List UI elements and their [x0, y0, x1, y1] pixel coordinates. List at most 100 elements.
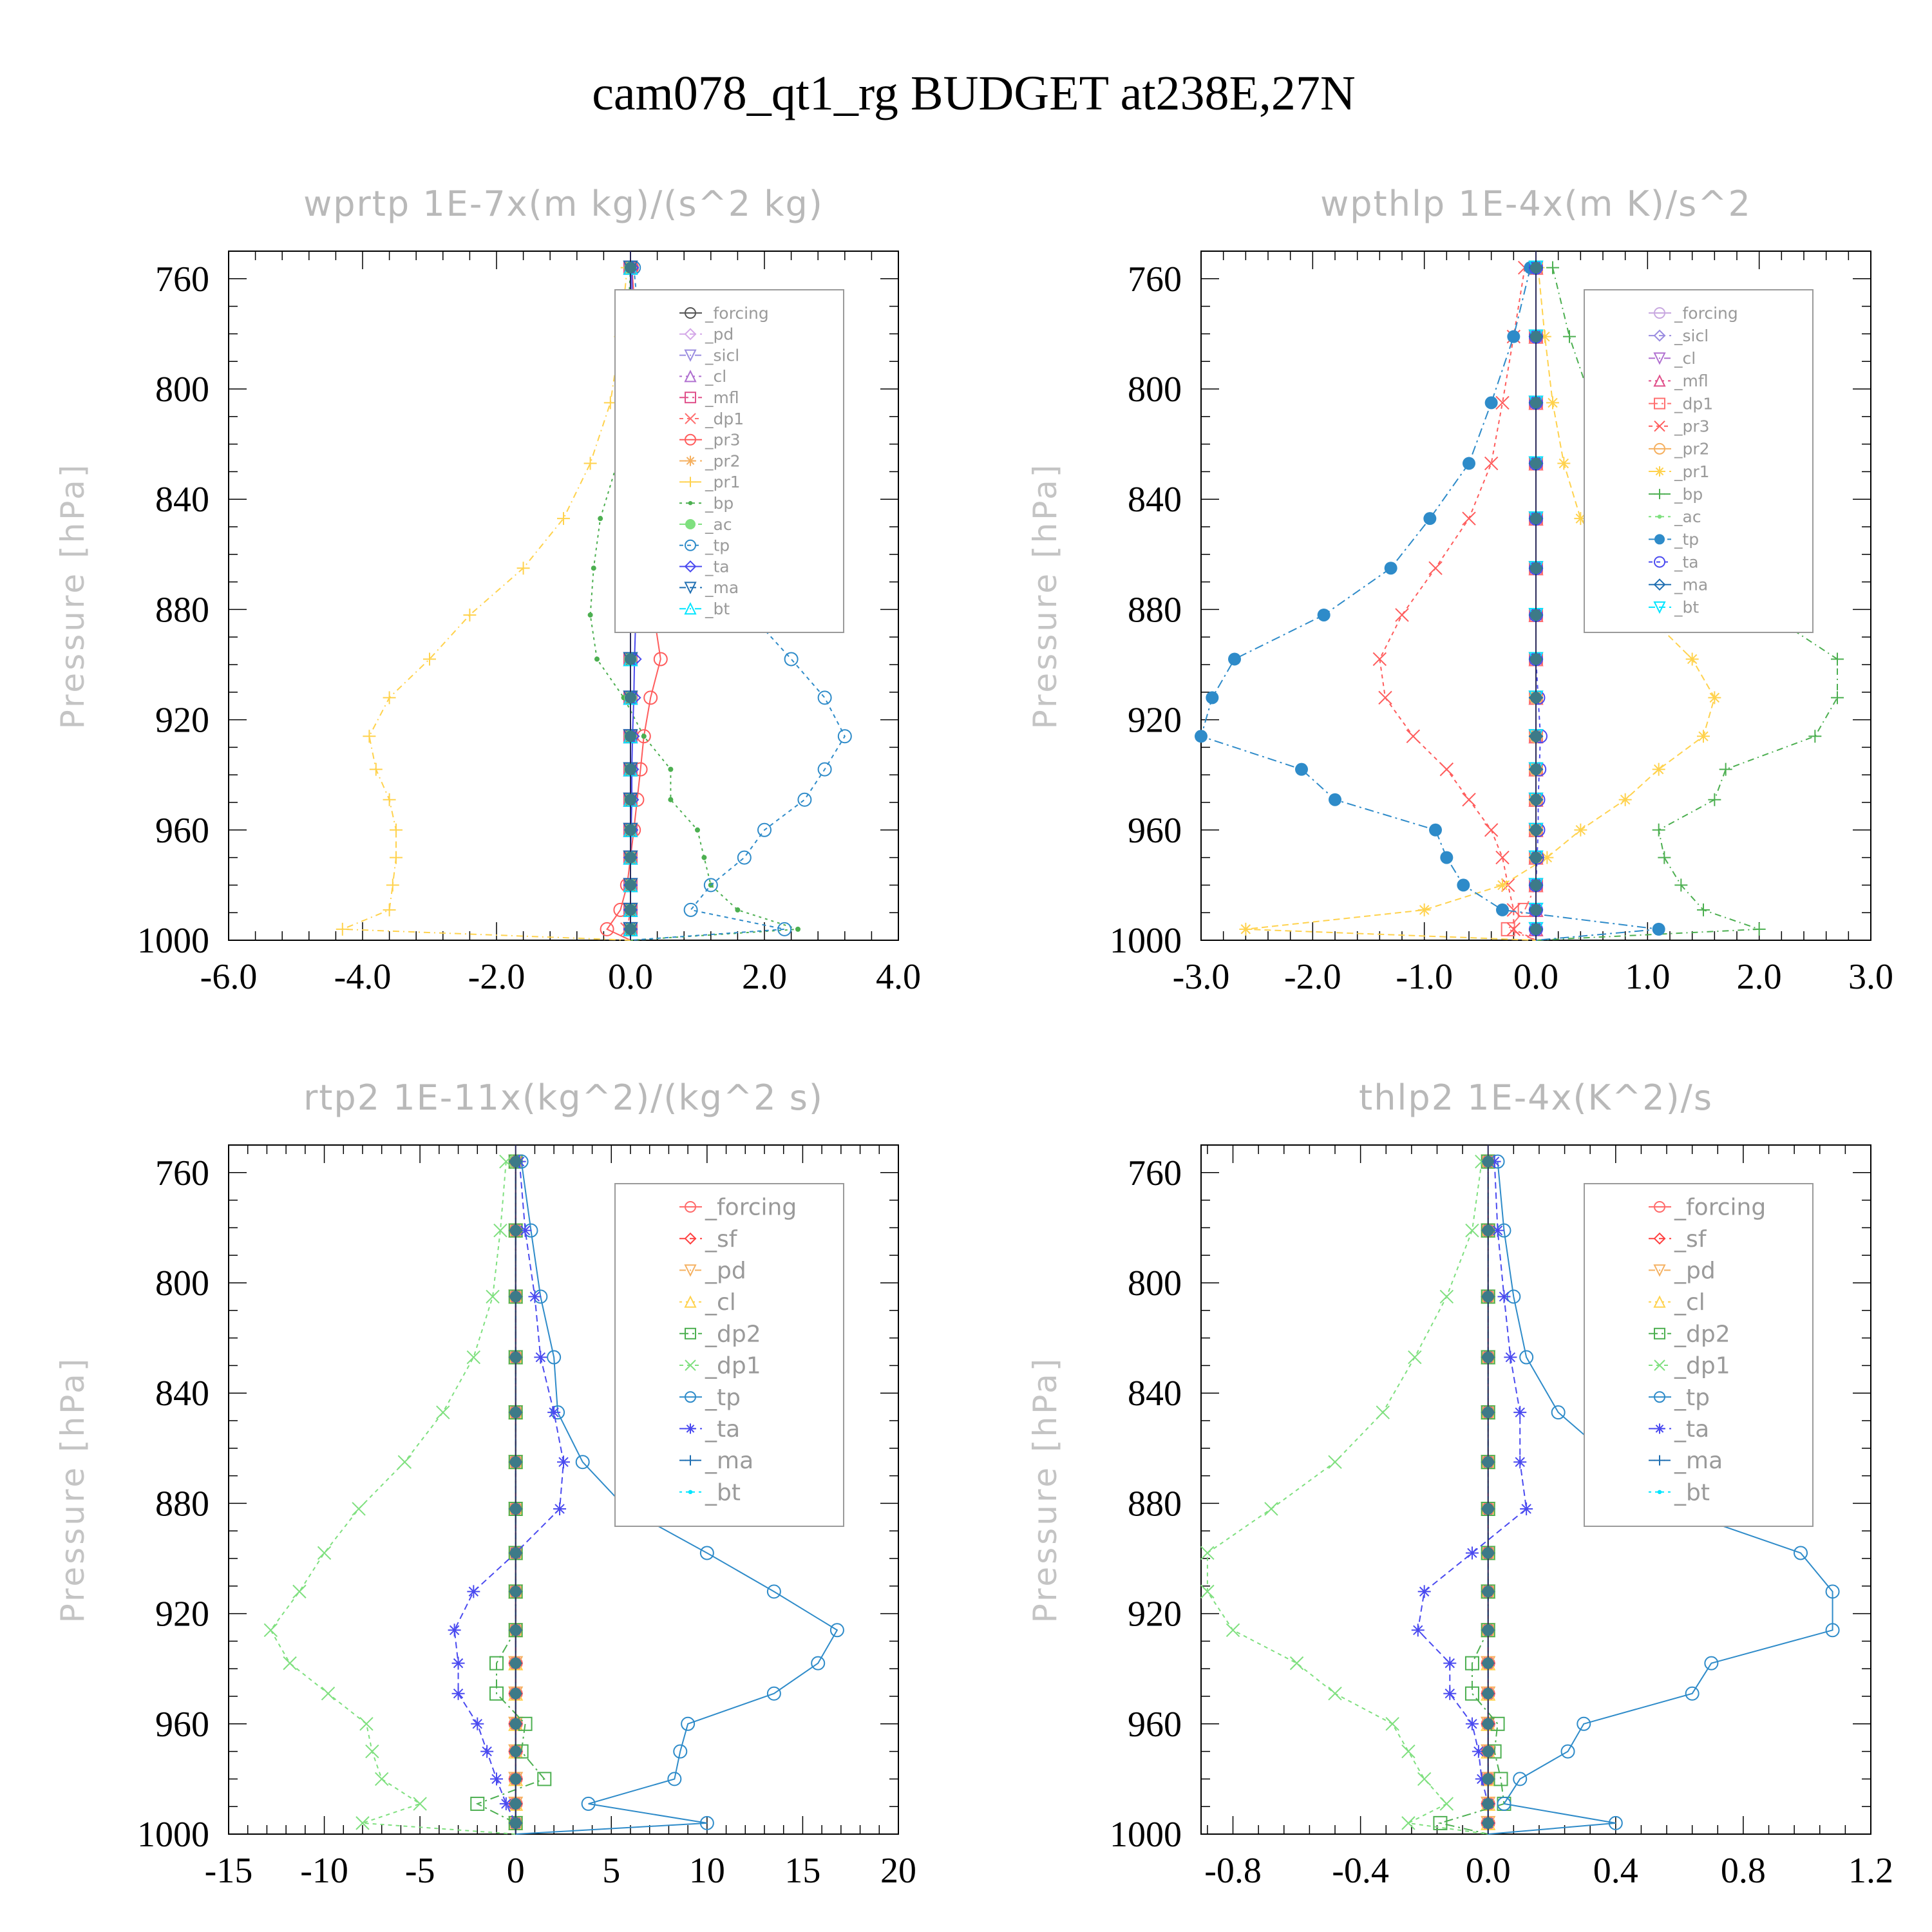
legend-marker [685, 413, 696, 424]
legend-marker [1653, 1295, 1666, 1308]
legend-entry: _pr2 [1649, 440, 1710, 459]
x-tick-label: -10 [300, 1851, 348, 1891]
bt-point [625, 261, 636, 274]
data-point [1574, 823, 1587, 837]
bt-point [625, 692, 636, 704]
legend-entry: _dp1 [1649, 394, 1713, 413]
data-point [817, 690, 832, 705]
data-point [1538, 330, 1551, 343]
legend-label: _ma [1674, 575, 1708, 594]
data-point [1560, 1744, 1575, 1759]
bt-point [509, 1456, 522, 1468]
data-point [471, 1717, 484, 1730]
bt-point [509, 1224, 522, 1236]
bt-point [509, 1687, 522, 1700]
legend-label: _dp1 [1674, 1353, 1730, 1379]
legend-marker [685, 392, 696, 404]
data-point [641, 734, 647, 739]
bt-point [1482, 1657, 1494, 1669]
legend-label: _tp [1674, 530, 1699, 549]
legend-marker [1653, 329, 1666, 342]
legend-label: _pr2 [1674, 440, 1710, 459]
data-point [1401, 1744, 1416, 1759]
legend-label: _ma [1674, 1448, 1723, 1474]
legend-entry: _pr1 [1649, 462, 1710, 481]
legend: _forcing _sf _pd _cl _dp2 _dp1 _tp _ta _ma _bt [614, 1183, 844, 1527]
panel-title: wpthlp 1E-4x(m K)/s^2 [1320, 184, 1752, 224]
legend-entry: _pr1 [679, 473, 741, 491]
data-point [516, 562, 530, 575]
legend-label: _cl [1674, 349, 1696, 368]
legend-marker [1653, 374, 1666, 387]
legend-label: _ma [705, 578, 739, 597]
bt-point [1482, 1456, 1494, 1468]
legend-marker [1653, 1264, 1666, 1277]
data-point [448, 1624, 461, 1637]
legend-entry: _forcing [1649, 304, 1738, 323]
legend-label: _forcing [705, 304, 769, 323]
y-tick-label: 800 [1128, 370, 1182, 410]
data-point [681, 1716, 696, 1731]
data-point [777, 922, 792, 936]
data-point [451, 1687, 465, 1700]
legend-marker [684, 601, 697, 615]
legend-marker [685, 1327, 696, 1340]
data-point [1200, 1584, 1215, 1599]
legend-label: _dp1 [705, 1353, 761, 1379]
series-line [342, 267, 631, 941]
x-tick-label: -0.8 [1204, 1851, 1262, 1891]
bt-point [509, 1773, 522, 1785]
data-point [1465, 1223, 1479, 1238]
legend-marker [1654, 1359, 1665, 1371]
data-point [1495, 850, 1510, 865]
legend-marker [684, 328, 697, 341]
bt-point [1530, 457, 1542, 469]
legend-label: _mfl [1674, 372, 1709, 390]
data-point [493, 1223, 507, 1238]
legend-entry: _tp [679, 1385, 741, 1411]
legend-entry: _ta [679, 557, 730, 576]
legend-entry: _bt [679, 1479, 741, 1506]
y-tick-label: 880 [1128, 1484, 1182, 1524]
data-point [466, 1350, 481, 1365]
bt-point [1482, 1773, 1494, 1785]
data-point [667, 1772, 682, 1786]
data-point [547, 1350, 562, 1365]
legend-label: _cl [705, 367, 726, 386]
data-point [1831, 652, 1844, 666]
data-point [463, 608, 477, 621]
bt-point [509, 1624, 522, 1636]
legend-label: _bt [705, 600, 730, 618]
legend-entry: _cl [679, 367, 726, 386]
legend: _forcing _pd _sicl _cl _mfl _dp1 _pr3_pr2 _pr1 _… [614, 289, 844, 633]
bt-point [1482, 1291, 1494, 1303]
data-point [1417, 1585, 1431, 1598]
series-line [515, 1161, 838, 1835]
data-point [1697, 730, 1710, 743]
data-point [352, 1502, 366, 1516]
legend-marker [685, 1359, 696, 1371]
bt-point [1482, 1817, 1494, 1829]
legend-entry: _sf [1649, 1226, 1707, 1253]
legend-marker [685, 1455, 696, 1466]
legend-marker [1654, 534, 1665, 545]
data-point [1439, 1797, 1454, 1811]
legend-entry: _pr3 [679, 431, 741, 450]
y-tick-label: 840 [155, 1374, 209, 1414]
x-tick-label: 0 [507, 1851, 525, 1891]
legend-entry: _sf [679, 1226, 738, 1253]
legend-entry: _ma [1649, 1448, 1723, 1474]
legend-entry: _ac [679, 515, 732, 534]
y-tick-label: 920 [1128, 701, 1182, 741]
data-point [1652, 823, 1665, 837]
bt-point [1482, 1687, 1494, 1700]
data-point [363, 730, 376, 743]
x-tick-label: 20 [880, 1851, 916, 1891]
legend-entry: _ma [679, 1448, 753, 1474]
data-point [673, 1744, 688, 1759]
legend-marker [1653, 578, 1666, 591]
data-point [1472, 1745, 1485, 1758]
data-point [397, 1455, 412, 1469]
data-point [1328, 1455, 1342, 1469]
series-dp2 [1433, 1154, 1511, 1835]
